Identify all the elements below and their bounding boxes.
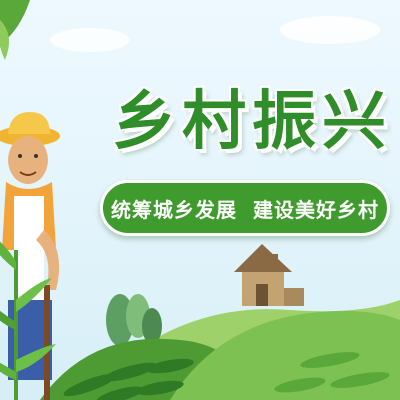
slogan-text: 统筹城乡发展 建设美好乡村: [111, 197, 379, 222]
cloud-icon: [50, 16, 380, 52]
crop-rows-right: [274, 352, 390, 393]
poster-title: 乡村振兴: [112, 85, 392, 159]
leaf-icon: [0, 0, 30, 60]
bush-icon: [106, 294, 162, 346]
farmhouse-icon: [234, 244, 304, 306]
crop-rows: [63, 358, 194, 400]
slogan-banner: 统筹城乡发展 建设美好乡村: [100, 180, 390, 236]
field-right: [170, 311, 400, 400]
corn-plant-icon: [0, 241, 56, 400]
